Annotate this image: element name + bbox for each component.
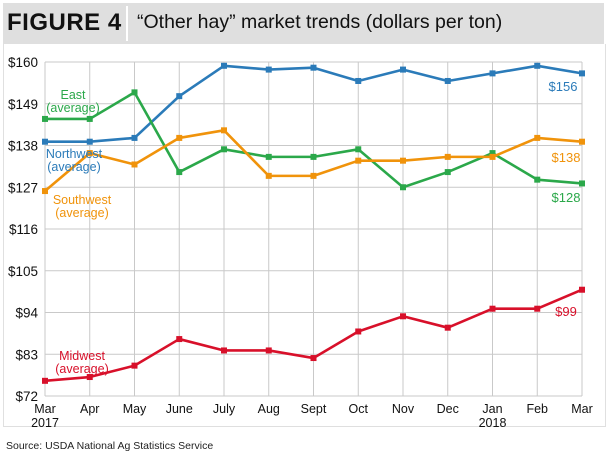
data-point	[265, 153, 272, 160]
end-value-label: $156	[549, 79, 578, 94]
x-year-label: 2018	[479, 416, 507, 430]
data-point	[579, 70, 585, 77]
data-point	[534, 62, 541, 69]
data-point	[86, 374, 93, 381]
data-point	[131, 89, 138, 96]
y-tick-label: $149	[8, 97, 38, 112]
x-tick-label: Jan	[482, 402, 502, 416]
data-point	[489, 150, 496, 157]
y-tick-label: $72	[15, 389, 38, 404]
x-tick-label: May	[123, 402, 147, 416]
x-tick-label: Aug	[258, 402, 280, 416]
figure-label: FIGURE 4	[7, 9, 122, 36]
header-divider	[126, 6, 128, 41]
data-point	[221, 347, 227, 354]
series-name-label: Southwest	[53, 193, 112, 207]
data-point	[400, 313, 406, 320]
data-point	[310, 172, 317, 179]
y-tick-label: $105	[8, 264, 38, 279]
x-tick-label: Nov	[392, 402, 415, 416]
data-point	[444, 169, 451, 176]
x-tick-label: June	[166, 402, 193, 416]
data-point	[221, 127, 227, 134]
data-point	[355, 157, 362, 164]
data-point	[265, 347, 272, 354]
data-point	[534, 176, 541, 183]
x-tick-label: Mar	[571, 402, 593, 416]
x-tick-label: Apr	[80, 402, 99, 416]
data-point	[310, 153, 317, 160]
series-name-label: (average)	[55, 362, 109, 376]
data-point	[131, 161, 138, 168]
data-point	[444, 324, 451, 331]
data-point	[534, 305, 541, 312]
data-point	[176, 336, 183, 343]
data-point	[176, 169, 183, 176]
series-name-label: Midwest	[59, 349, 105, 363]
data-point	[310, 64, 317, 71]
data-point	[579, 286, 585, 293]
data-point	[86, 150, 93, 157]
data-point	[444, 153, 451, 160]
data-point	[310, 355, 317, 362]
x-tick-label: Dec	[437, 402, 459, 416]
y-tick-label: $138	[8, 139, 38, 154]
x-year-label: 2017	[31, 416, 59, 430]
data-point	[42, 115, 48, 122]
x-tick-label: Feb	[526, 402, 548, 416]
end-value-label: $99	[555, 304, 577, 319]
data-point	[265, 172, 272, 179]
data-point	[176, 93, 183, 100]
chart-title: “Other hay” market trends (dollars per t…	[137, 11, 503, 33]
data-point	[489, 153, 496, 160]
series-name-label: (average)	[55, 206, 109, 220]
x-tick-label: July	[213, 402, 236, 416]
series-name-label: East	[60, 88, 86, 102]
y-tick-label: $83	[15, 347, 38, 362]
data-point	[42, 188, 48, 195]
data-point	[489, 305, 496, 312]
data-point	[400, 66, 406, 73]
chart-frame	[3, 44, 606, 427]
data-point	[534, 134, 541, 141]
data-point	[265, 66, 272, 73]
series-name-label: (average)	[47, 160, 101, 174]
data-point	[131, 362, 138, 369]
data-point	[579, 180, 585, 187]
y-tick-label: $127	[8, 180, 38, 195]
data-point	[355, 77, 362, 84]
x-tick-label: Sept	[301, 402, 327, 416]
data-point	[444, 77, 451, 84]
data-point	[579, 138, 585, 145]
series-name-label: Northwest	[46, 147, 103, 161]
data-point	[176, 134, 183, 141]
data-point	[42, 377, 48, 384]
end-value-label: $138	[552, 150, 581, 165]
x-tick-label: Mar	[34, 402, 56, 416]
data-point	[489, 70, 496, 77]
series-name-label: (average)	[46, 101, 100, 115]
data-point	[131, 134, 138, 141]
source-note: Source: USDA National Ag Statistics Serv…	[6, 440, 214, 452]
y-tick-label: $94	[15, 306, 38, 321]
figure-header: FIGURE 4 “Other hay” market trends (doll…	[3, 3, 604, 44]
data-point	[355, 328, 362, 335]
data-point	[42, 138, 48, 145]
data-point	[355, 146, 362, 153]
data-point	[86, 115, 93, 122]
data-point	[400, 157, 406, 164]
y-tick-label: $160	[8, 55, 38, 70]
y-tick-label: $116	[9, 222, 38, 237]
data-point	[86, 138, 93, 145]
end-value-label: $128	[552, 190, 581, 205]
data-point	[221, 146, 227, 153]
data-point	[221, 62, 227, 69]
x-tick-label: Oct	[349, 402, 369, 416]
data-point	[400, 184, 406, 191]
